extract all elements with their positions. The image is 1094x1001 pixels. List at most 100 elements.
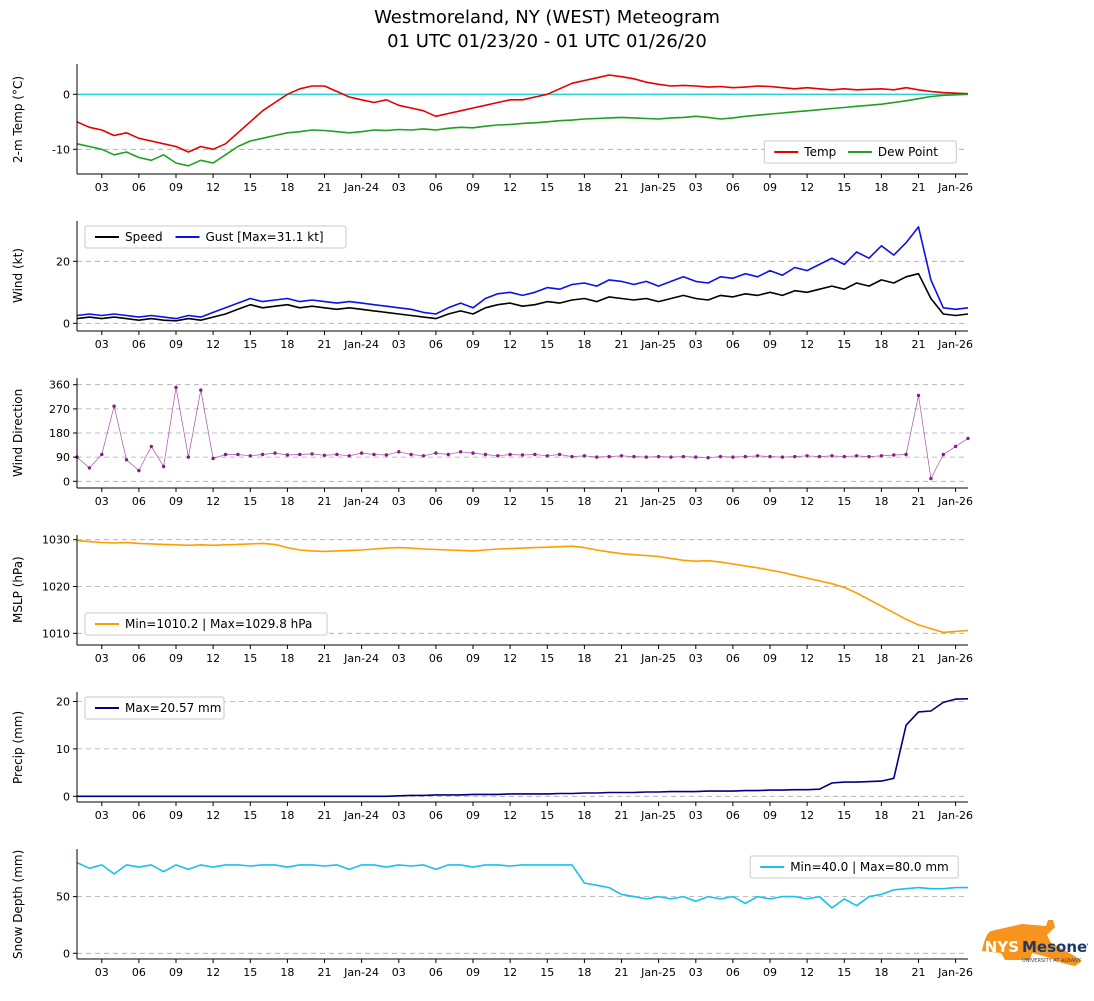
svg-text:15: 15 [243, 338, 257, 351]
panel-mslp: MSLP (hPa) 1010 1020 1030 03 06 09 12 15 18 21 Jan-… [0, 527, 1094, 684]
svg-text:12: 12 [503, 652, 517, 665]
panels-container: 2-m Temp (°C) 0 -10 03 06 09 12 15 18 21 Jan-24 03 0… [0, 56, 1094, 998]
svg-text:18: 18 [577, 338, 591, 351]
plot-temperature: 0 -10 03 06 09 12 15 18 21 Jan-24 03 06 09 12 15 18 21 Ja… [52, 64, 973, 194]
svg-text:12: 12 [206, 495, 220, 508]
svg-text:Jan-26: Jan-26 [937, 495, 973, 508]
svg-text:06: 06 [726, 652, 740, 665]
legend-label: Max=20.57 mm [125, 701, 221, 715]
logo-subtext: UNIVERSITY AT ALBANY [1022, 958, 1082, 964]
svg-text:12: 12 [503, 966, 517, 979]
svg-text:Jan-25: Jan-25 [640, 966, 676, 979]
panel-snow-depth: Snow Depth (mm) 0 50 03 06 09 12 15 18 21 Jan-24 03… [0, 841, 1094, 998]
legend-label: Min=40.0 | Max=80.0 mm [790, 860, 949, 874]
svg-text:09: 09 [169, 495, 183, 508]
svg-text:03: 03 [95, 338, 109, 351]
svg-text:12: 12 [800, 338, 814, 351]
svg-text:Jan-24: Jan-24 [343, 495, 379, 508]
svg-text:09: 09 [763, 809, 777, 822]
svg-text:03: 03 [95, 495, 109, 508]
svg-text:21: 21 [912, 338, 926, 351]
svg-text:Jan-25: Jan-25 [640, 338, 676, 351]
svg-text:15: 15 [243, 181, 257, 194]
panel-precip: Precip (mm) 0 10 20 03 06 09 12 15 18 21 Jan-24 03 06… [0, 684, 1094, 841]
svg-text:09: 09 [763, 338, 777, 351]
svg-text:18: 18 [280, 966, 294, 979]
svg-text:21: 21 [912, 495, 926, 508]
svg-text:21: 21 [318, 338, 332, 351]
svg-text:Jan-24: Jan-24 [343, 966, 379, 979]
svg-text:15: 15 [243, 495, 257, 508]
svg-text:21: 21 [318, 966, 332, 979]
y-axis: 0 -10 [52, 88, 77, 156]
svg-text:09: 09 [169, 966, 183, 979]
svg-text:12: 12 [503, 495, 517, 508]
svg-text:03: 03 [689, 809, 703, 822]
svg-text:03: 03 [689, 181, 703, 194]
svg-text:03: 03 [689, 652, 703, 665]
svg-text:20: 20 [56, 255, 70, 268]
svg-text:03: 03 [392, 181, 406, 194]
svg-text:15: 15 [837, 338, 851, 351]
svg-text:18: 18 [874, 966, 888, 979]
svg-text:09: 09 [169, 652, 183, 665]
svg-text:15: 15 [837, 652, 851, 665]
svg-text:06: 06 [132, 495, 146, 508]
svg-text:Jan-26: Jan-26 [937, 809, 973, 822]
svg-text:18: 18 [280, 495, 294, 508]
x-axis: 03 06 09 12 15 18 21 Jan-24 03 06 09 12 15 18 21 Jan-25… [95, 802, 973, 822]
svg-text:Jan-25: Jan-25 [640, 181, 676, 194]
legend: Min=1010.2 | Max=1029.8 hPa [84, 612, 328, 636]
svg-text:09: 09 [466, 338, 480, 351]
panel-wind: Wind (kt) 0 20 03 06 09 12 15 18 21 Jan-24 03 06 09 12… [0, 213, 1094, 370]
svg-text:18: 18 [577, 809, 591, 822]
svg-text:09: 09 [169, 809, 183, 822]
svg-text:06: 06 [726, 181, 740, 194]
svg-text:12: 12 [800, 809, 814, 822]
svg-text:09: 09 [466, 652, 480, 665]
svg-text:20: 20 [56, 696, 70, 709]
y-axis: 0 10 20 [56, 696, 77, 803]
x-axis: 03 06 09 12 15 18 21 Jan-24 03 06 09 12 15 18 21 Jan-25… [95, 174, 973, 194]
svg-text:06: 06 [132, 338, 146, 351]
svg-text:12: 12 [800, 495, 814, 508]
svg-text:06: 06 [429, 652, 443, 665]
plot-wind: 0 20 03 06 09 12 15 18 21 Jan-24 03 06 09 12 15 18 21 Jan… [56, 221, 973, 351]
svg-text:03: 03 [392, 966, 406, 979]
svg-text:18: 18 [874, 181, 888, 194]
svg-text:21: 21 [318, 181, 332, 194]
svg-text:0: 0 [63, 475, 70, 488]
svg-text:50: 50 [56, 891, 70, 904]
svg-text:09: 09 [763, 966, 777, 979]
nys-mesonet-logo: NYS Mesonet UNIVERSITY AT ALBANY [976, 913, 1094, 979]
svg-text:Jan-26: Jan-26 [937, 181, 973, 194]
legend: Min=40.0 | Max=80.0 mm [749, 855, 959, 879]
svg-text:06: 06 [429, 809, 443, 822]
series-dew-point [76, 93, 969, 167]
svg-text:0: 0 [63, 317, 70, 330]
svg-text:09: 09 [763, 181, 777, 194]
svg-text:06: 06 [429, 338, 443, 351]
svg-text:06: 06 [429, 495, 443, 508]
svg-text:1010: 1010 [42, 627, 70, 640]
svg-text:21: 21 [912, 966, 926, 979]
svg-text:03: 03 [689, 338, 703, 351]
legend-label: Temp [803, 145, 836, 159]
svg-text:09: 09 [169, 338, 183, 351]
svg-text:12: 12 [503, 181, 517, 194]
svg-text:0: 0 [63, 790, 70, 803]
svg-text:15: 15 [243, 652, 257, 665]
svg-text:03: 03 [689, 495, 703, 508]
legend-label: Speed [125, 230, 163, 244]
panel-wind-direction: Wind Direction 0 90 180 270 360 03 06 09 12 15 18 21… [0, 370, 1094, 527]
svg-text:1030: 1030 [42, 534, 70, 547]
svg-text:15: 15 [837, 966, 851, 979]
legend: Speed Gust [Max=31.1 kt] [84, 225, 347, 249]
svg-text:18: 18 [577, 652, 591, 665]
svg-text:12: 12 [206, 652, 220, 665]
series-temp [76, 74, 969, 153]
svg-text:18: 18 [280, 652, 294, 665]
svg-text:Jan-26: Jan-26 [937, 966, 973, 979]
svg-text:18: 18 [280, 338, 294, 351]
